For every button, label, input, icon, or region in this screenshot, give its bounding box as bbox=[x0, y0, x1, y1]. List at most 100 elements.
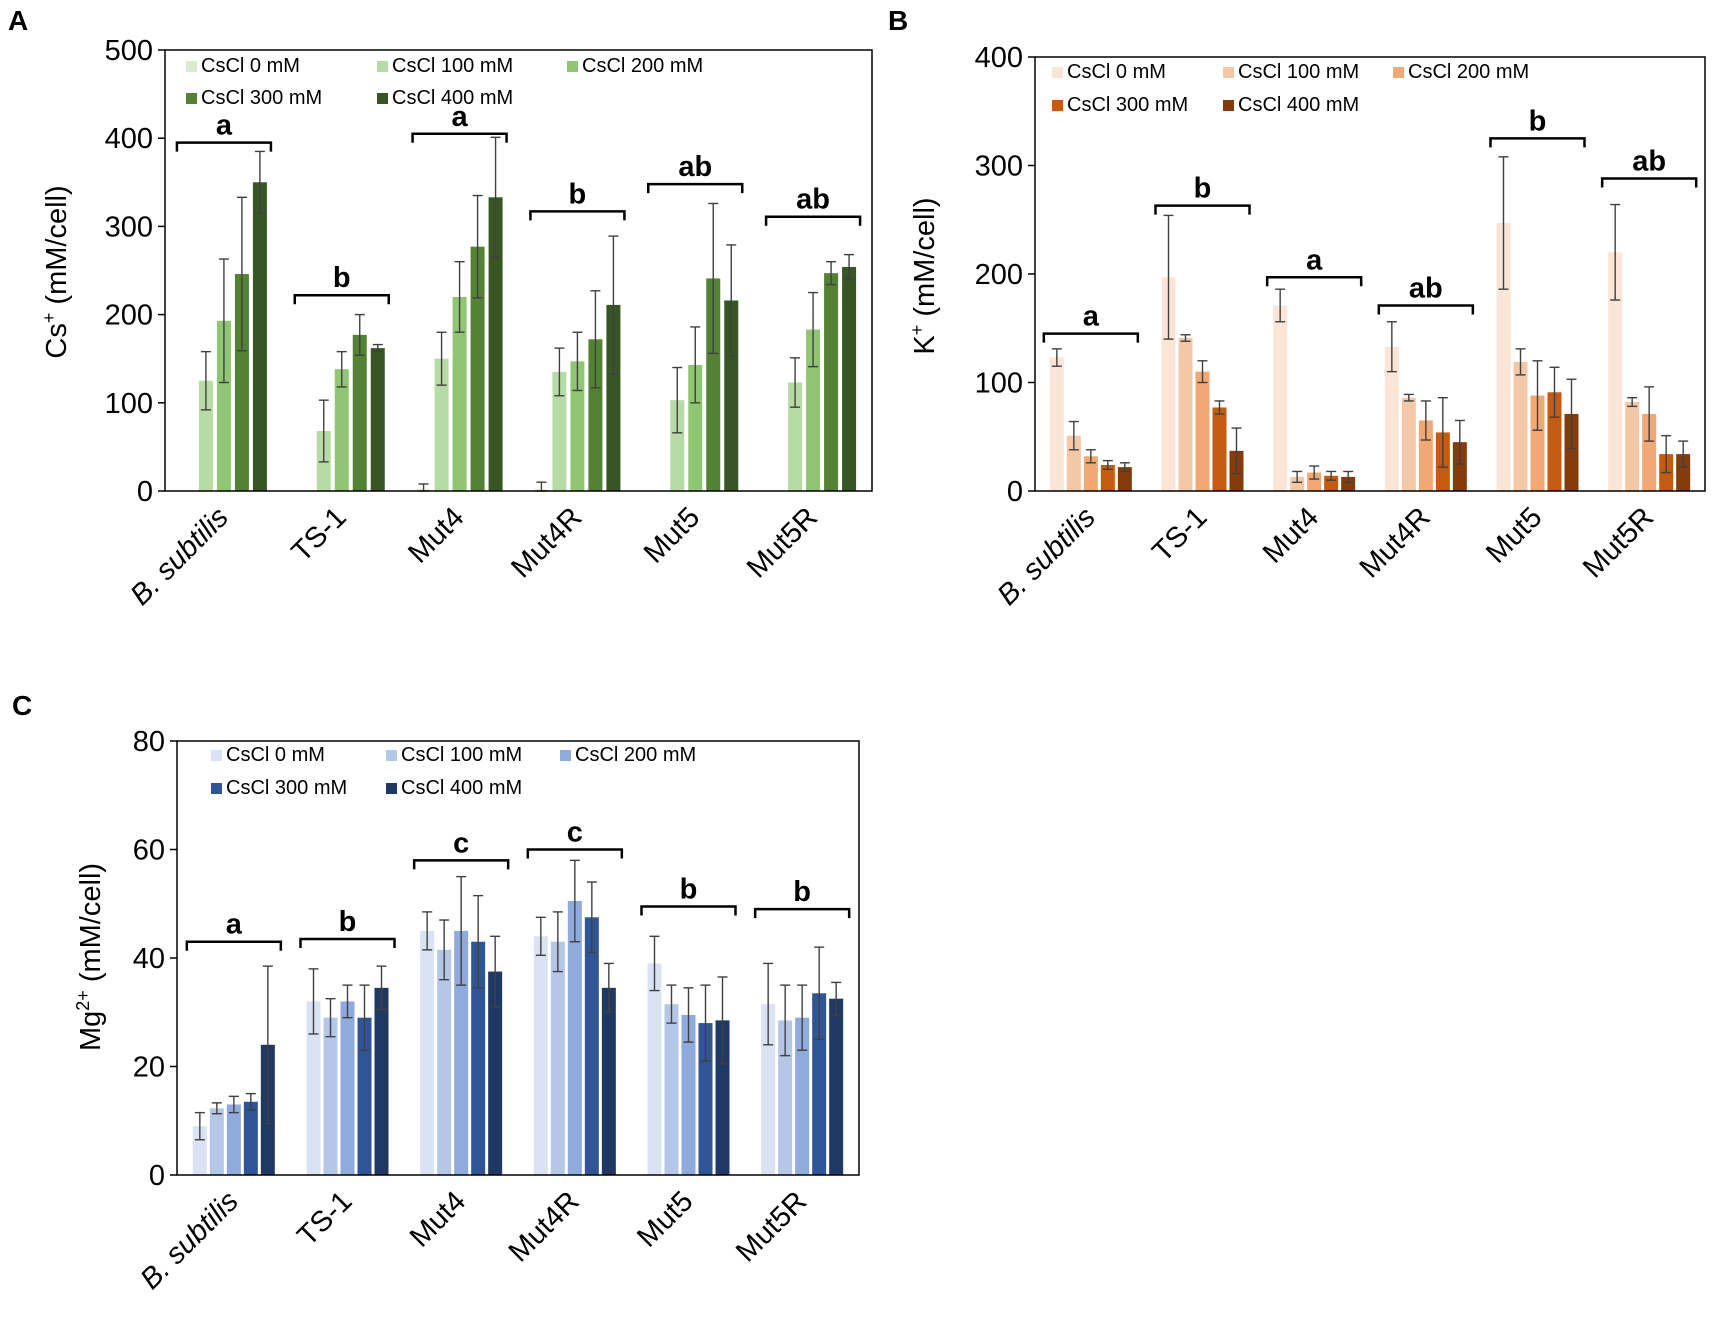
panel-b-bar-4-4 bbox=[1564, 413, 1579, 491]
panel-b-bar-3-2 bbox=[1418, 420, 1433, 491]
panel-b-legend-label-1: CsCl 100 mM bbox=[1238, 61, 1359, 83]
panel-b-legend-swatch-2 bbox=[1393, 67, 1404, 78]
panel-a-legend-label-0: CsCl 0 mM bbox=[201, 55, 300, 77]
panel-b-category-label-1: TS-1 bbox=[1146, 501, 1213, 568]
panel-c-plot-frame bbox=[176, 740, 860, 1176]
panel-b-error-bar-3-0 bbox=[1386, 321, 1397, 373]
panel-c-bar-2-4 bbox=[488, 971, 503, 1175]
panel-b-sig-bracket-1 bbox=[1154, 204, 1251, 215]
panel-a-legend-swatch-2 bbox=[567, 61, 578, 72]
panel-a-category-label-3: Mut4R bbox=[505, 501, 588, 584]
panel-a-error-bar-2-3 bbox=[472, 194, 483, 299]
panel-c-error-bar-2-0 bbox=[422, 911, 433, 951]
panel-c-bar-1-3 bbox=[357, 1017, 372, 1175]
panel-a-error-bar-5-4 bbox=[844, 253, 855, 281]
panel-c-bar-1-0 bbox=[306, 1001, 321, 1175]
panel-a-error-bar-5-2 bbox=[808, 291, 819, 368]
panel-c-bar-2-2 bbox=[454, 930, 469, 1175]
panel-a-error-bar-2-4 bbox=[490, 136, 501, 258]
panel-a-bar-5-3 bbox=[824, 273, 839, 491]
panel-a-category-label-2: Mut4 bbox=[402, 501, 470, 569]
panel-c-error-bar-0-2 bbox=[228, 1095, 239, 1114]
panel-c-bar-2-1 bbox=[437, 949, 452, 1175]
panel-c-sig-label-0: a bbox=[226, 909, 243, 941]
panel-b-sig-label-2: a bbox=[1306, 244, 1323, 276]
panel-c-sig-bracket-0 bbox=[185, 940, 283, 951]
panel-a-y-tick-label-1: 100 bbox=[105, 388, 153, 420]
panel-c-sig-label-1: b bbox=[339, 906, 357, 938]
panel-c-error-bar-5-4 bbox=[831, 981, 842, 1016]
panel-c-error-bar-4-4 bbox=[717, 976, 728, 1065]
panel-c-bar-5-1 bbox=[778, 1020, 793, 1175]
panel-b-error-bar-2-1 bbox=[1292, 470, 1303, 484]
panel-b-y-tick-label-2: 200 bbox=[975, 259, 1023, 291]
panel-c-legend: CsCl 0 mM CsCl 100 mM CsCl 200 mM CsCl 3… bbox=[211, 744, 696, 799]
panel-a-category-label-0: B. subtilis bbox=[124, 501, 234, 611]
panel-b-bar-0-0 bbox=[1049, 357, 1064, 491]
panel-c-bar-3-4 bbox=[601, 987, 616, 1175]
panel-c-category-label-2: Mut4 bbox=[404, 1185, 472, 1253]
panel-b-bar-5-2 bbox=[1642, 413, 1657, 491]
panel-c-error-bar-0-1 bbox=[211, 1102, 222, 1115]
panel-b-sig-label-5: ab bbox=[1632, 146, 1666, 178]
panel-b-sig-label-3: ab bbox=[1409, 272, 1443, 304]
panel-a-bar-5-4 bbox=[842, 266, 857, 491]
panel-c-legend-label-2: CsCl 200 mM bbox=[575, 744, 696, 766]
panel-a-sig-label-2: a bbox=[452, 101, 469, 133]
panel-a-error-bar-4-4 bbox=[726, 244, 737, 357]
panel-c-error-bar-4-0 bbox=[649, 935, 660, 992]
panel-c-sig-label-5: b bbox=[793, 876, 811, 908]
panel-c-category-label-3: Mut4R bbox=[503, 1185, 586, 1268]
panel-b-category-label-5: Mut5R bbox=[1577, 501, 1660, 584]
panel-a-error-bar-3-2 bbox=[572, 331, 583, 392]
panel-a-error-bar-2-2 bbox=[454, 260, 465, 333]
panel-c-error-bar-5-2 bbox=[797, 984, 808, 1051]
panel-a-bar-2-4 bbox=[488, 197, 503, 491]
panel-c-bar-3-2 bbox=[567, 901, 582, 1175]
panel-b-error-bar-3-4 bbox=[1454, 419, 1465, 465]
panel-c-legend-swatch-1 bbox=[386, 750, 397, 761]
panel-a-bar-3-2 bbox=[570, 361, 585, 491]
panel-a-error-bar-3-4 bbox=[608, 235, 619, 375]
panel-b-error-bar-2-4 bbox=[1343, 470, 1354, 484]
panel-a-bar-0-4 bbox=[252, 182, 267, 492]
panel-a-legend-swatch-3 bbox=[186, 93, 197, 104]
panel-c-y-tick-label-2: 40 bbox=[133, 943, 165, 975]
panel-b-bars bbox=[1049, 156, 1691, 491]
panel-b-error-bar-2-3 bbox=[1326, 470, 1337, 481]
panel-b-category-label-0: B. subtilis bbox=[991, 501, 1101, 611]
panel-b-plot-frame bbox=[1034, 56, 1706, 492]
panel-b-bar-3-4 bbox=[1452, 442, 1467, 491]
panel-c-bar-4-1 bbox=[664, 1004, 679, 1175]
panel-b-y-tick-label-3: 300 bbox=[975, 151, 1023, 183]
panel-c-error-bar-0-0 bbox=[194, 1111, 205, 1141]
panel-b-error-bar-0-0 bbox=[1051, 348, 1062, 367]
panel-c-bar-3-3 bbox=[584, 917, 599, 1175]
panel-a-bar-2-1 bbox=[434, 358, 449, 491]
panel-b-bar-0-2 bbox=[1083, 456, 1098, 491]
panel-c-error-bar-0-4 bbox=[262, 965, 273, 1125]
panel-c-error-bar-0-3 bbox=[245, 1092, 256, 1111]
panel-a-letter: A bbox=[8, 5, 28, 36]
panel-a-bar-3-4 bbox=[606, 304, 621, 491]
panel-c-category-label-0: B. subtilis bbox=[134, 1185, 244, 1295]
panel-b-bar-5-4 bbox=[1676, 454, 1691, 491]
panel-a-bar-2-2 bbox=[452, 296, 467, 491]
panel-b-error-bar-2-2 bbox=[1309, 465, 1320, 480]
panel-b-category-label-2: Mut4 bbox=[1257, 501, 1325, 569]
panel-c-y-axis-label: Mg2+ (mM/cell) bbox=[73, 863, 107, 1051]
panel-b-bar-4-0 bbox=[1496, 223, 1511, 491]
panel-b: B K+ (mM/cell) CsCl 0 mM CsCl 100 mM CsC… bbox=[888, 5, 1706, 612]
panel-c-error-bar-1-0 bbox=[308, 968, 319, 1035]
panel-c-error-bar-1-1 bbox=[325, 997, 336, 1038]
panel-a-bar-1-2 bbox=[334, 369, 349, 491]
panel-a-legend-label-4: CsCl 400 mM bbox=[392, 87, 513, 109]
panel-b-error-bar-1-4 bbox=[1231, 427, 1242, 475]
panel-b-error-bar-5-0 bbox=[1610, 203, 1621, 301]
panel-b-bar-0-3 bbox=[1100, 464, 1115, 491]
panel-a-error-bar-3-1 bbox=[554, 347, 565, 397]
panel-b-bar-1-3 bbox=[1212, 407, 1227, 491]
panel-b-y-tick-label-4: 400 bbox=[975, 42, 1023, 74]
panel-b-category-label-3: Mut4R bbox=[1354, 501, 1437, 584]
